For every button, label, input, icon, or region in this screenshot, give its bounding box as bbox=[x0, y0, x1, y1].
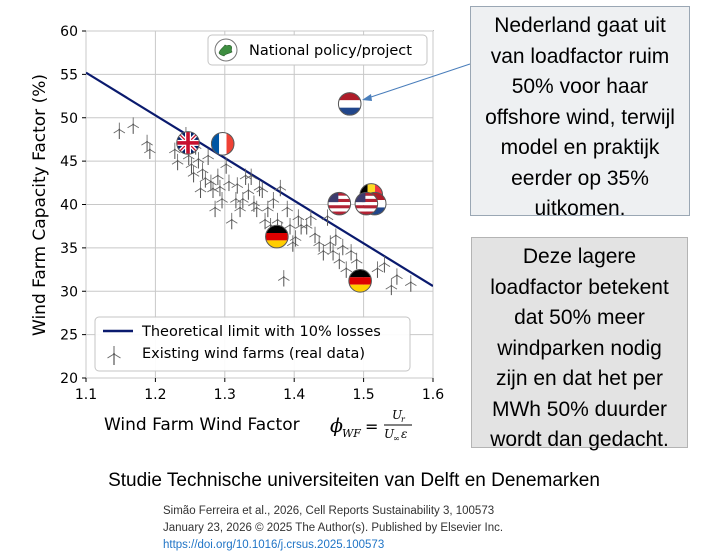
y-tick-label: 60 bbox=[60, 24, 78, 40]
flag-united-states-icon bbox=[327, 191, 352, 216]
x-tick-label: 1.1 bbox=[75, 387, 97, 403]
callout-netherlands: Nederland gaat uit van loadfactor ruim 5… bbox=[470, 6, 690, 220]
flag-germany-icon bbox=[265, 224, 289, 249]
x-axis-equals: = bbox=[365, 417, 378, 436]
grid bbox=[85, 30, 434, 379]
x-tick-label: 1.3 bbox=[214, 387, 236, 403]
theoretical-line-layer bbox=[86, 71, 433, 287]
citation-doi-link[interactable]: https://doi.org/10.1016/j.crsus.2025.100… bbox=[163, 539, 385, 551]
bottom-legend: Theoretical limit with 10% losses Existi… bbox=[94, 316, 411, 372]
theoretical-limit-line bbox=[86, 71, 433, 287]
x-axis-symbol-sub: WF bbox=[342, 427, 361, 440]
chart: 1.1 1.2 1.3 1.4 1.5 1.6 20 25 30 35 40 45 50 55 60 Win… bbox=[30, 24, 471, 443]
y-tick-label: 45 bbox=[60, 154, 78, 170]
y-axis-label: Wind Farm Capacity Factor (%) bbox=[30, 74, 50, 336]
axis-ticks: 1.1 1.2 1.3 1.4 1.5 1.6 20 25 30 35 40 45 50 55 60 bbox=[60, 24, 444, 403]
callout-arrow bbox=[367, 63, 471, 99]
x-tick-label: 1.6 bbox=[422, 387, 444, 403]
citation-line: Simão Ferreira et al., 2026, Cell Report… bbox=[163, 505, 495, 517]
x-axis-frac-num: U bbox=[392, 408, 403, 422]
x-axis-frac-den-eps: ε bbox=[401, 427, 407, 441]
footer-title: Studie Technische universiteiten van Del… bbox=[108, 470, 600, 491]
flag-netherlands-icon bbox=[337, 92, 362, 116]
green-map-icon bbox=[214, 38, 238, 62]
legend-line-label: Theoretical limit with 10% losses bbox=[141, 324, 381, 340]
citation-line: January 23, 2026 © 2025 The Author(s). P… bbox=[163, 522, 504, 534]
x-axis-symbol: ϕ bbox=[330, 415, 343, 437]
x-axis-label: Wind Farm Wind Factor bbox=[104, 415, 300, 435]
flag-germany-icon bbox=[348, 269, 372, 293]
flag-united-kingdom-icon bbox=[176, 131, 200, 155]
callout-consequence: Deze lagere loadfactor betekent dat 50% … bbox=[471, 237, 688, 451]
x-axis-frac-num-sub: r bbox=[401, 415, 406, 424]
y-tick-label: 35 bbox=[60, 241, 78, 257]
x-axis-label-group: Wind Farm Wind Factor ϕ WF = U r U ∞ ε bbox=[104, 408, 412, 443]
y-tick-label: 40 bbox=[60, 198, 78, 214]
x-tick-label: 1.5 bbox=[352, 387, 374, 403]
legend-marker-label: Existing wind farms (real data) bbox=[142, 346, 365, 362]
flag-markers bbox=[176, 92, 387, 293]
x-tick-label: 1.2 bbox=[144, 387, 166, 403]
y-tick-label: 20 bbox=[60, 371, 78, 387]
y-tick-label: 50 bbox=[60, 111, 78, 127]
x-axis-frac-den: U bbox=[384, 427, 395, 441]
policy-legend: National policy/project bbox=[207, 34, 428, 66]
callout-arrowhead bbox=[362, 94, 372, 101]
y-tick-label: 25 bbox=[60, 328, 78, 344]
x-axis-frac-den-sub: ∞ bbox=[393, 434, 400, 443]
flag-france-icon bbox=[210, 131, 235, 156]
flag-united-states-icon bbox=[354, 191, 379, 216]
y-tick-label: 30 bbox=[60, 284, 78, 300]
x-tick-label: 1.4 bbox=[283, 387, 305, 403]
y-tick-label: 55 bbox=[60, 67, 78, 83]
policy-legend-label: National policy/project bbox=[249, 43, 412, 59]
